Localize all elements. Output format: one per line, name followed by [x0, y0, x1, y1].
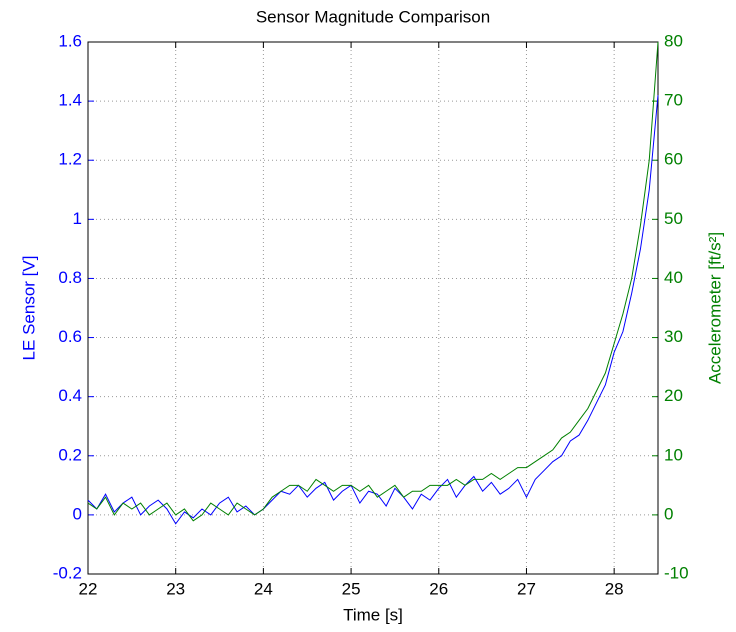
y2-tick-label: 40	[664, 268, 683, 287]
x-tick-label: 24	[254, 579, 273, 598]
y-tick-label: -0.2	[53, 563, 82, 582]
y-tick-label: 1	[73, 209, 82, 228]
x-axis-label: Time [s]	[343, 605, 403, 624]
y-tick-label: 0	[73, 504, 82, 523]
y2-tick-label: 60	[664, 150, 683, 169]
y-axis-label: LE Sensor [V]	[19, 256, 38, 361]
x-tick-label: 23	[166, 579, 185, 598]
x-tick-label: 28	[605, 579, 624, 598]
y-tick-label: 1.2	[58, 150, 82, 169]
y2-tick-label: 70	[664, 91, 683, 110]
y2-tick-label: -10	[664, 563, 689, 582]
x-tick-label: 26	[429, 579, 448, 598]
y-tick-label: 0.2	[58, 445, 82, 464]
y-tick-label: 0.4	[58, 386, 82, 405]
y2-tick-label: 0	[664, 504, 673, 523]
plot-frame	[87, 41, 659, 575]
series-line	[87, 41, 659, 522]
x-tick-label: 27	[517, 579, 536, 598]
x-tick-label: 25	[342, 579, 361, 598]
y2-tick-label: 10	[664, 445, 683, 464]
x-tick-label: 22	[79, 579, 98, 598]
y-tick-label: 1.6	[58, 31, 82, 50]
y2-tick-label: 20	[664, 386, 683, 405]
y-tick-label: 0.8	[58, 268, 82, 287]
y-tick-label: 1.4	[58, 91, 82, 110]
y2-tick-label: 50	[664, 209, 683, 228]
y-tick-label: 0.6	[58, 327, 82, 346]
y2-tick-label: 80	[664, 31, 683, 50]
series-line	[87, 95, 659, 525]
y2-axis-label: Accelerometer [ft/s²]	[705, 232, 724, 384]
chart-title: Sensor Magnitude Comparison	[256, 7, 490, 26]
y2-tick-label: 30	[664, 327, 683, 346]
